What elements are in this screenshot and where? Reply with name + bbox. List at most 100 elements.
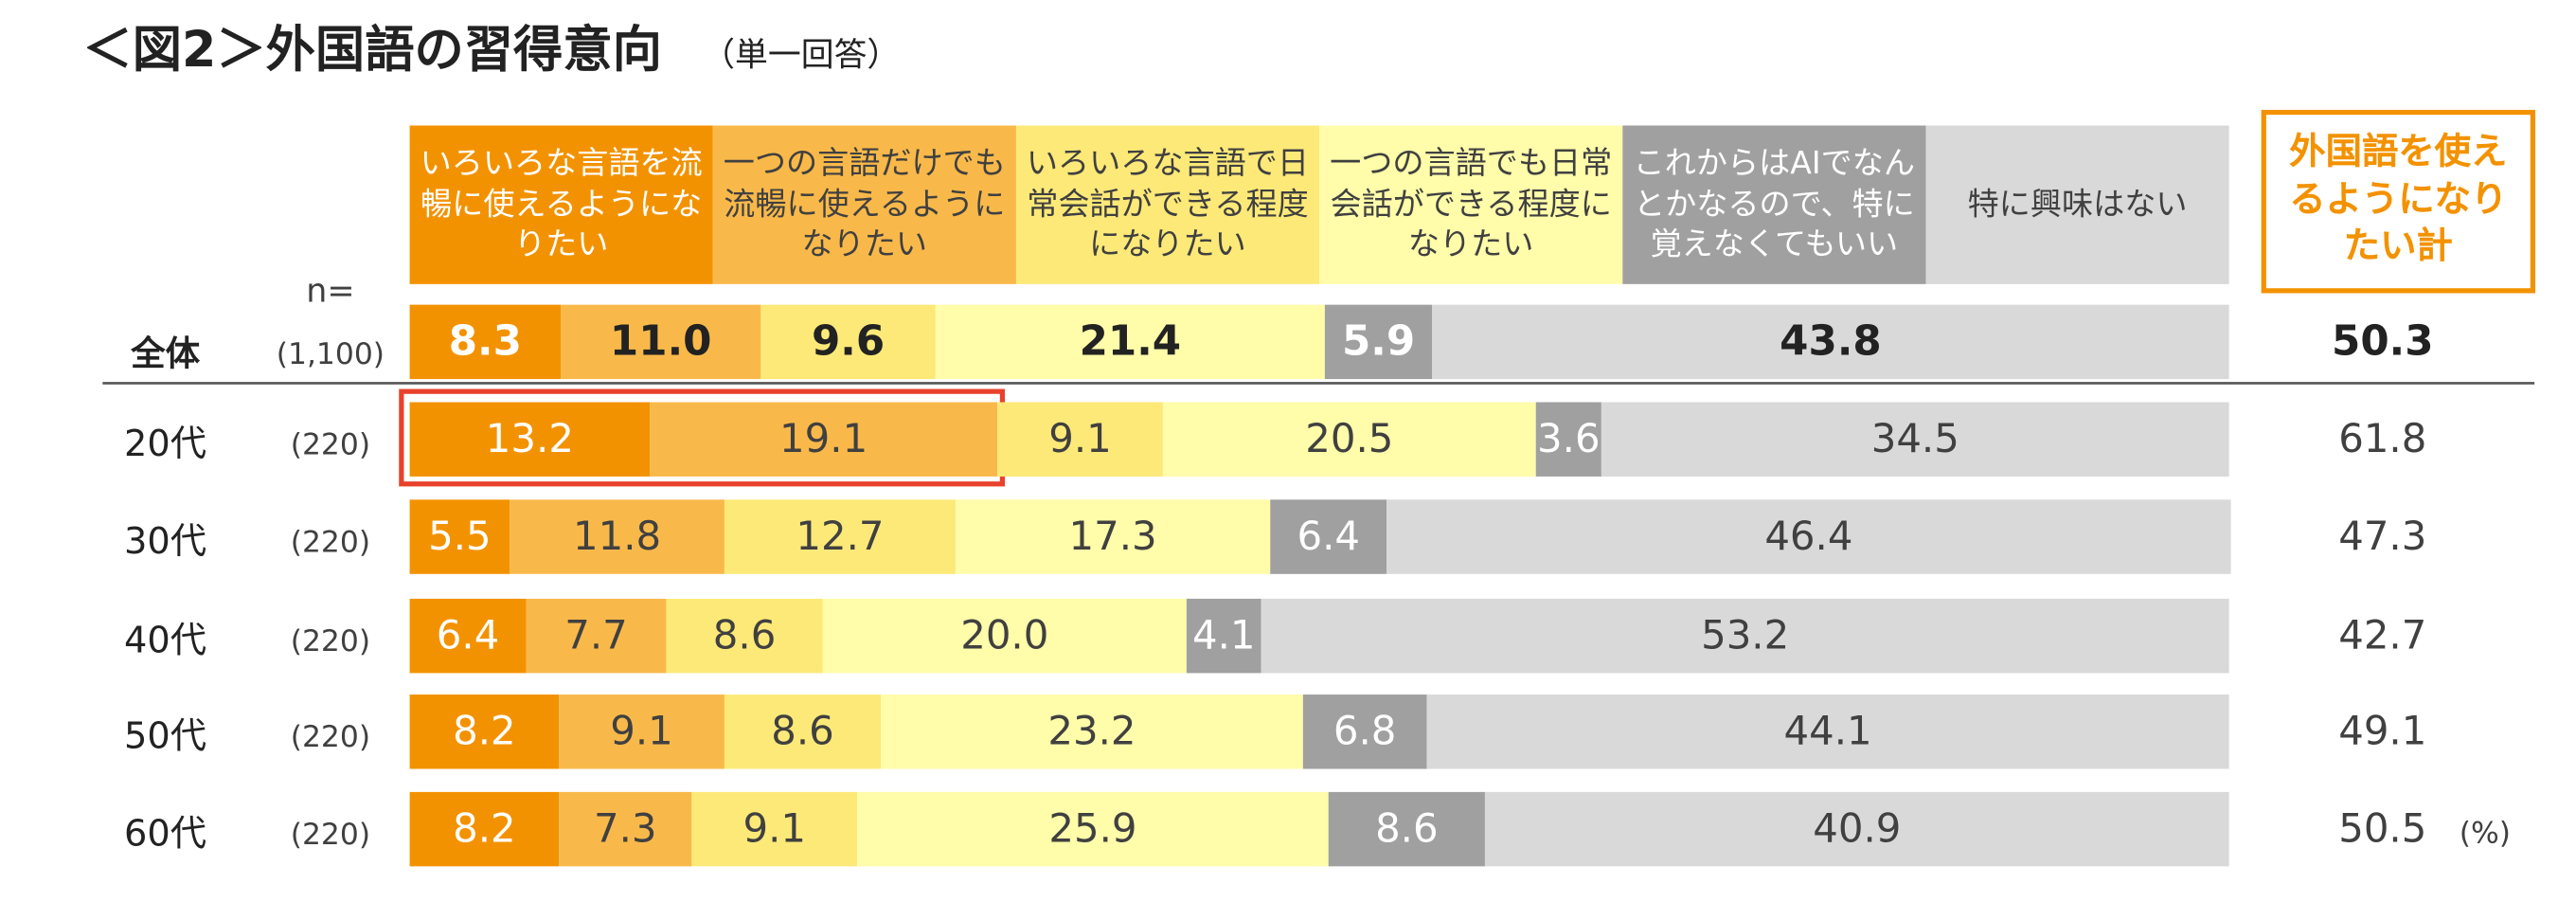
- legend-label-box: 特に興味はない: [1968, 186, 2188, 222]
- data-label: 6.8: [1333, 708, 1397, 754]
- row-label: 全体: [130, 333, 201, 373]
- n-label: (220): [291, 818, 370, 852]
- bar-segment: [881, 695, 1303, 769]
- chart-subtitle: （単一回答）: [702, 36, 900, 74]
- bar-segment: [409, 304, 562, 380]
- bar-segment: [526, 598, 667, 674]
- bar-segment: [1302, 695, 1427, 769]
- total-value: 42.7: [2338, 611, 2426, 658]
- data-label: 6.4: [437, 611, 500, 658]
- data-label: 8.6: [1375, 804, 1439, 851]
- data-label: 20.5: [1305, 415, 1393, 461]
- data-label: 5.9: [1342, 318, 1415, 366]
- legend-label: これからはAIでなんとかなるので、特に覚えなくてもいい: [1633, 145, 1916, 263]
- data-label: 19.1: [779, 415, 868, 461]
- data-label: 8.2: [453, 708, 516, 754]
- data-label: 40.9: [1813, 804, 1901, 851]
- bar-segment: [409, 402, 651, 477]
- bar-segment: [1261, 598, 2229, 674]
- data-label: 8.3: [449, 318, 522, 366]
- chart-title: ＜図2＞外国語の習得意向: [82, 21, 661, 79]
- legend-label-box: 一つの言語でも日常会話ができる程度になりたい: [1330, 145, 1612, 262]
- bar-segment: [1432, 304, 2229, 380]
- bar-segment: [409, 791, 560, 867]
- data-label: 11.0: [610, 318, 712, 366]
- data-label: 9.1: [1048, 415, 1112, 461]
- n-header: n=: [306, 273, 354, 311]
- data-label: 21.4: [1080, 318, 1182, 366]
- row-label: 40代: [124, 620, 206, 662]
- total-value: 50.3: [2332, 318, 2434, 366]
- bar-segment: [1535, 402, 1601, 477]
- bar-segment: [1386, 499, 2231, 574]
- data-label: 8.6: [771, 708, 834, 754]
- bar-segment: [935, 304, 1325, 380]
- bar-segment: [650, 402, 998, 477]
- bar-segment: [1328, 791, 1485, 867]
- data-label: 44.1: [1783, 708, 1871, 754]
- n-label: (1,100): [277, 337, 385, 371]
- data-label: 23.2: [1047, 708, 1136, 754]
- data-label: 20.0: [960, 611, 1048, 658]
- row-label: 50代: [124, 715, 206, 758]
- row-label: 20代: [124, 423, 206, 465]
- data-label: 9.1: [742, 804, 806, 851]
- row-label: 60代: [124, 813, 206, 856]
- bar-segment: [1426, 695, 2229, 769]
- legend-label-box: これからはAIでなんとかなるので、特に覚えなくてもいい: [1633, 145, 1916, 263]
- data-label: 9.6: [812, 318, 885, 366]
- bar-segment: [559, 791, 692, 867]
- bar-segment: [724, 499, 956, 574]
- legend-label-box: いろいろな言語を流暢に使えるようになりたい: [420, 145, 703, 262]
- legend-swatch: [1319, 125, 1623, 284]
- data-label: 9.1: [610, 708, 673, 754]
- legend-label-box: いろいろな言語で日常会話ができる程度になりたい: [1026, 145, 1310, 263]
- bar-segment: [409, 695, 560, 769]
- unit-label: (%): [2460, 816, 2511, 850]
- data-label: 8.6: [713, 611, 777, 658]
- bar-segment: [559, 695, 724, 769]
- data-label: 43.8: [1780, 318, 1882, 366]
- bar-segment: [822, 598, 1187, 674]
- bar-segment: [1270, 499, 1387, 574]
- total-header: 外国語を使えるようになりたい計: [2289, 132, 2508, 268]
- data-label: 7.7: [564, 611, 628, 658]
- bar-segment: [724, 695, 882, 769]
- total-header-frame: [2261, 109, 2536, 294]
- n-label: (220): [291, 428, 370, 462]
- bar-segment: [955, 499, 1271, 574]
- total-value: 50.5: [2338, 804, 2426, 851]
- n-label: (220): [291, 720, 370, 754]
- data-label: 7.3: [594, 804, 657, 851]
- total-value: 61.8: [2338, 415, 2426, 461]
- bar-segment: [1484, 791, 2229, 867]
- legend-swatch: [409, 125, 713, 284]
- bar-segment: [1601, 402, 2229, 477]
- legend-swatch: [1622, 125, 1926, 284]
- total-header-box: 外国語を使えるようになりたい計: [2289, 132, 2508, 268]
- legend-swatch: [1015, 125, 1320, 284]
- row-label: 30代: [124, 520, 206, 563]
- legend-label: いろいろな言語で日常会話ができる程度になりたい: [1026, 145, 1310, 263]
- bar-segment: [561, 304, 761, 380]
- legend-swatch: [712, 125, 1016, 284]
- n-label: (220): [291, 526, 370, 560]
- bar-segment: [666, 598, 823, 674]
- n-label: (220): [291, 624, 370, 658]
- total-value: 49.1: [2338, 708, 2426, 754]
- data-label: 6.4: [1297, 513, 1360, 559]
- bar-segment: [997, 402, 1163, 477]
- bar-segment: [409, 499, 510, 574]
- data-label: 5.5: [428, 513, 492, 559]
- bar-segment: [691, 791, 858, 867]
- legend-swatch: [1925, 125, 2229, 284]
- data-label: 13.2: [486, 415, 574, 461]
- bar-segment: [409, 598, 527, 674]
- total-value: 47.3: [2338, 513, 2426, 559]
- data-label: 53.2: [1701, 611, 1789, 658]
- data-label: 4.1: [1192, 611, 1256, 658]
- data-label: 12.7: [796, 513, 884, 559]
- bar-segment: [1324, 304, 1433, 380]
- legend-label: 一つの言語だけでも流暢に使えるようになりたい: [723, 145, 1006, 263]
- data-label: 8.2: [453, 804, 516, 851]
